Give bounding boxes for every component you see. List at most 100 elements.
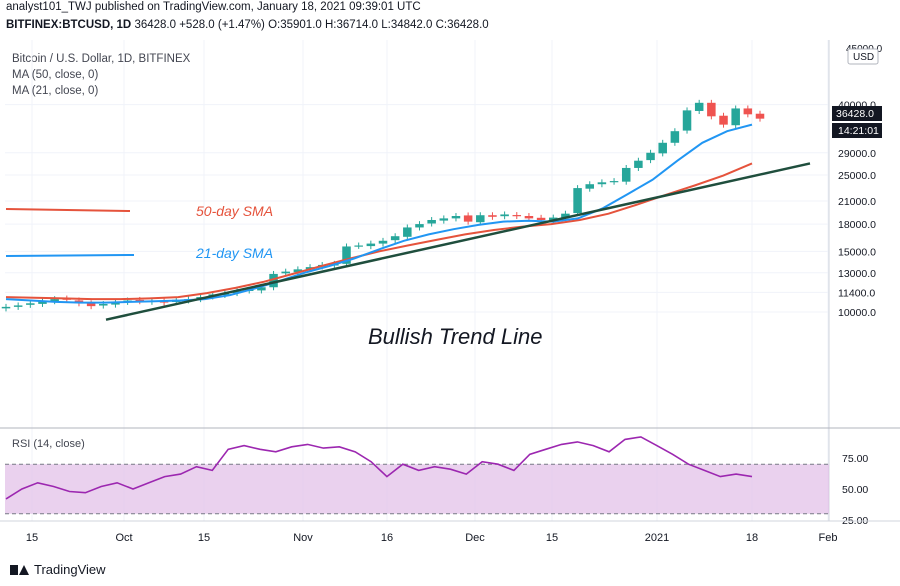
candle-body [694, 102, 704, 111]
candle-body [476, 215, 485, 223]
price-tag-value: 36428.0 [836, 108, 874, 120]
candle-body [232, 291, 242, 294]
candle-body [670, 131, 680, 143]
candle-body [634, 160, 643, 168]
rsi-tick-label: 75.00 [842, 453, 868, 465]
ma21-sample-line [5, 254, 135, 257]
grid [5, 40, 829, 521]
candle-body [719, 115, 728, 125]
price-tick-label: 11400.0 [838, 287, 875, 299]
candle-body [378, 240, 388, 244]
time-tick-label: 18 [746, 532, 758, 544]
candle-body [561, 213, 570, 218]
candle-body [512, 215, 522, 217]
candle-body [463, 215, 473, 222]
candle-body [50, 299, 59, 302]
time-tick-label: 15 [546, 532, 558, 544]
ticker-line: BITFINEX:BTCUSD, 1D 36428.0 +528.0 (+1.4… [6, 19, 489, 31]
time-tick-label: 2021 [645, 532, 669, 544]
candle-body [707, 102, 716, 117]
rsi-line [5, 436, 753, 500]
candle-body [390, 236, 400, 241]
candle-body [488, 215, 497, 217]
currency-box[interactable] [847, 48, 879, 65]
ma50-sample-line [5, 208, 131, 212]
candle-body [439, 218, 449, 221]
candle-body [427, 219, 436, 224]
time-tick-label: Nov [293, 532, 313, 544]
time-tick-label: Dec [465, 532, 485, 544]
candle-body [755, 113, 765, 119]
candle-body [86, 303, 96, 307]
annotation-sma50: 50-day SMA [196, 203, 273, 219]
candle-body [281, 271, 290, 274]
candle-body [524, 216, 534, 219]
trend-line [105, 162, 811, 321]
candle-body [609, 181, 619, 183]
price-tick-label: 13000.0 [838, 268, 876, 280]
candle-body [135, 299, 145, 302]
publish-info: analyst101_TWJ published on TradingView.… [6, 1, 421, 13]
candle-body [549, 217, 558, 221]
annotation-sma21: 21-day SMA [195, 245, 273, 261]
price-tag [832, 106, 882, 121]
time-tick-label: 15 [26, 532, 38, 544]
candle-body [621, 167, 631, 182]
time-tick-label: Feb [819, 532, 838, 544]
rsi-label[interactable]: RSI (14, close) [12, 438, 85, 450]
tradingview-logo-icon[interactable] [10, 563, 29, 577]
price-tick-label: 21000.0 [838, 196, 876, 208]
candle-body [403, 227, 412, 237]
candle-body [597, 182, 607, 185]
footer[interactable]: TradingView [10, 562, 106, 577]
candle-body [573, 188, 582, 214]
price-tick-label: 25000.0 [838, 170, 876, 182]
candle-body [500, 214, 509, 217]
candle-body [1, 306, 11, 309]
candle-body [585, 184, 594, 189]
price-tick-label: 10000.0 [838, 307, 876, 319]
time-tick-label: Oct [115, 532, 132, 544]
candle-body [451, 216, 461, 219]
annotation-trend: Bullish Trend Line [368, 324, 542, 349]
candle-body [13, 305, 23, 307]
candles [1, 99, 765, 312]
currency-label[interactable]: USD [853, 52, 874, 63]
ticker: BITFINEX:BTCUSD, 1D [6, 19, 132, 31]
legend-ma50[interactable]: MA (50, close, 0) [12, 69, 99, 81]
legend-ma21[interactable]: MA (21, close, 0) [12, 85, 99, 97]
candle-body [366, 243, 376, 247]
countdown-tag [832, 123, 882, 138]
rsi-tick-label: 50.00 [842, 484, 868, 496]
candle-body [26, 303, 35, 305]
footer-brand[interactable]: TradingView [34, 562, 106, 577]
ma50-line [5, 162, 753, 301]
price-tick-label: 15000.0 [838, 246, 876, 258]
price-tick-label: 18000.0 [838, 219, 876, 231]
price-tick-label: 29000.0 [838, 148, 876, 160]
ohlc-values: 36428.0 +528.0 (+1.47%) O:35901.0 H:3671… [134, 19, 489, 31]
candle-body [257, 287, 266, 291]
time-axis: 15 Oct 15 Nov 16 Dec 15 2021 18 Feb [26, 532, 838, 544]
candle-body [342, 246, 351, 264]
candle-body [38, 301, 47, 304]
candle-body [682, 110, 692, 131]
candle-body [269, 273, 278, 288]
time-tick-label: 16 [381, 532, 393, 544]
rsi-band [5, 464, 829, 514]
candle-body [415, 224, 424, 228]
candle-body [293, 269, 303, 273]
candle-body [731, 108, 740, 126]
ma21-line [5, 123, 753, 304]
candle-body [536, 217, 546, 220]
candle-body [646, 152, 655, 161]
legend-symbol[interactable]: Bitcoin / U.S. Dollar, 1D, BITFINEX [12, 53, 191, 65]
candle-body [99, 304, 108, 306]
time-tick-label: 15 [198, 532, 210, 544]
countdown-value: 14:21:01 [838, 125, 879, 137]
candle-body [658, 142, 667, 154]
candle-body [743, 108, 753, 115]
candle-body [354, 245, 363, 247]
